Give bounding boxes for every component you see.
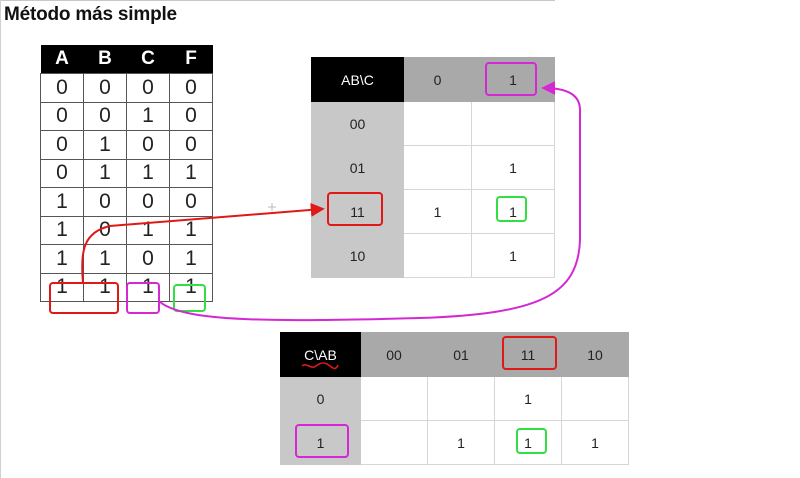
kmap-c-ab-header-row: C\AB 00 01 11 10 xyxy=(280,332,629,377)
table-cell: 1 xyxy=(40,244,84,274)
kmap-cell: 1 xyxy=(403,189,472,234)
table-cell: 0 xyxy=(126,187,170,217)
table-cell: 0 xyxy=(169,130,213,160)
kmap-cell xyxy=(403,233,472,278)
table-cell: 1 xyxy=(83,244,127,274)
frame-left-border xyxy=(0,0,1,478)
kmap-cell: 1 xyxy=(471,233,555,278)
table-cell: 1 xyxy=(40,272,84,302)
kmap-c-ab-col-header: 10 xyxy=(561,332,629,377)
truth-table-header-row: A B C F xyxy=(40,45,213,74)
kmap-row: 0 1 xyxy=(280,376,629,421)
kmap-cell xyxy=(360,420,428,465)
red-squiggle-annotation xyxy=(301,361,339,369)
kmap-cell xyxy=(360,376,428,421)
kmap-cell: 1 xyxy=(494,420,562,465)
highlight-kmap2-cell-11-1 xyxy=(516,428,547,454)
highlight-f-1-truth-table xyxy=(173,284,206,312)
table-cell: 1 xyxy=(83,130,127,160)
table-row: 0 1 0 0 xyxy=(40,130,213,160)
table-cell: 0 xyxy=(83,215,127,245)
kmap-ab-c-col-header: 0 xyxy=(403,57,472,102)
table-cell: 1 xyxy=(169,158,213,188)
table-cell: 1 xyxy=(40,215,84,245)
table-cell: 0 xyxy=(40,130,84,160)
table-cell: 1 xyxy=(83,158,127,188)
table-cell: 0 xyxy=(126,244,170,274)
table-cell: 1 xyxy=(126,101,170,131)
truth-table-header-f: F xyxy=(169,45,213,74)
kmap-cell: 1 xyxy=(494,376,562,421)
table-cell: 0 xyxy=(169,187,213,217)
highlight-kmap2-row-1 xyxy=(295,424,349,458)
table-row: 0 1 1 1 xyxy=(40,158,213,188)
table-cell: 0 xyxy=(126,130,170,160)
table-cell: 0 xyxy=(83,101,127,131)
table-row: 1 0 1 1 xyxy=(40,215,213,245)
kmap-row: 10 1 xyxy=(311,233,555,278)
table-cell: 1 xyxy=(126,215,170,245)
table-cell: 1 xyxy=(40,187,84,217)
table-cell: 1 xyxy=(169,215,213,245)
truth-table-header-a: A xyxy=(40,45,84,74)
kmap-row: 01 1 xyxy=(311,145,555,190)
table-row: 0 0 1 0 xyxy=(40,101,213,131)
kmap-c-ab-corner: C\AB xyxy=(280,332,361,377)
kmap-row: 00 xyxy=(311,101,555,146)
table-cell: 0 xyxy=(126,73,170,103)
table-cell: 0 xyxy=(83,73,127,103)
kmap-ab-c-row-header: 00 xyxy=(311,101,404,146)
table-cell: 1 xyxy=(169,244,213,274)
table-cell: 0 xyxy=(40,101,84,131)
table-cell: 0 xyxy=(169,101,213,131)
kmap-c-ab-col-header: 01 xyxy=(427,332,495,377)
kmap-cell xyxy=(561,376,629,421)
highlight-kmap1-row-11 xyxy=(327,192,383,226)
page-title: Método más simple xyxy=(4,4,177,25)
highlight-ab-11-truth-table xyxy=(49,282,119,314)
frame-top-border xyxy=(0,0,555,1)
kmap-cell: 1 xyxy=(427,420,495,465)
kmap-cell xyxy=(471,101,555,146)
kmap-ab-c-row-header: 01 xyxy=(311,145,404,190)
highlight-kmap1-cell-11-1 xyxy=(496,196,527,222)
table-row: 0 0 0 0 xyxy=(40,73,213,103)
kmap-ab-c-corner: AB\C xyxy=(311,57,404,102)
highlight-kmap2-col-11 xyxy=(502,336,557,370)
table-row: 1 1 0 1 xyxy=(40,244,213,274)
kmap-ab-c-row-header: 10 xyxy=(311,233,404,278)
kmap-cell xyxy=(427,376,495,421)
table-cell: 1 xyxy=(126,158,170,188)
truth-table: A B C F 0 0 0 0 0 0 1 0 0 1 0 0 0 1 1 1 xyxy=(40,45,213,302)
table-row: 1 0 0 0 xyxy=(40,187,213,217)
kmap-cell: 1 xyxy=(561,420,629,465)
kmap-c-ab-corner-text: C\AB xyxy=(304,346,337,363)
highlight-c-1-truth-table xyxy=(126,282,160,314)
kmap-c-ab-col-header: 00 xyxy=(360,332,428,377)
table-cell: 0 xyxy=(83,187,127,217)
kmap-cell: 1 xyxy=(471,145,555,190)
pointer-mark xyxy=(268,203,276,211)
truth-table-header-b: B xyxy=(83,45,127,74)
table-cell: 0 xyxy=(40,73,84,103)
kmap-c-ab-row-header: 0 xyxy=(280,376,361,421)
table-cell: 0 xyxy=(169,73,213,103)
truth-table-header-c: C xyxy=(126,45,170,74)
kmap-cell xyxy=(403,101,472,146)
kmap-cell xyxy=(403,145,472,190)
kmap-c-ab-corner-label: C\AB xyxy=(301,346,339,369)
table-cell: 0 xyxy=(40,158,84,188)
highlight-kmap1-col-1 xyxy=(485,62,537,96)
